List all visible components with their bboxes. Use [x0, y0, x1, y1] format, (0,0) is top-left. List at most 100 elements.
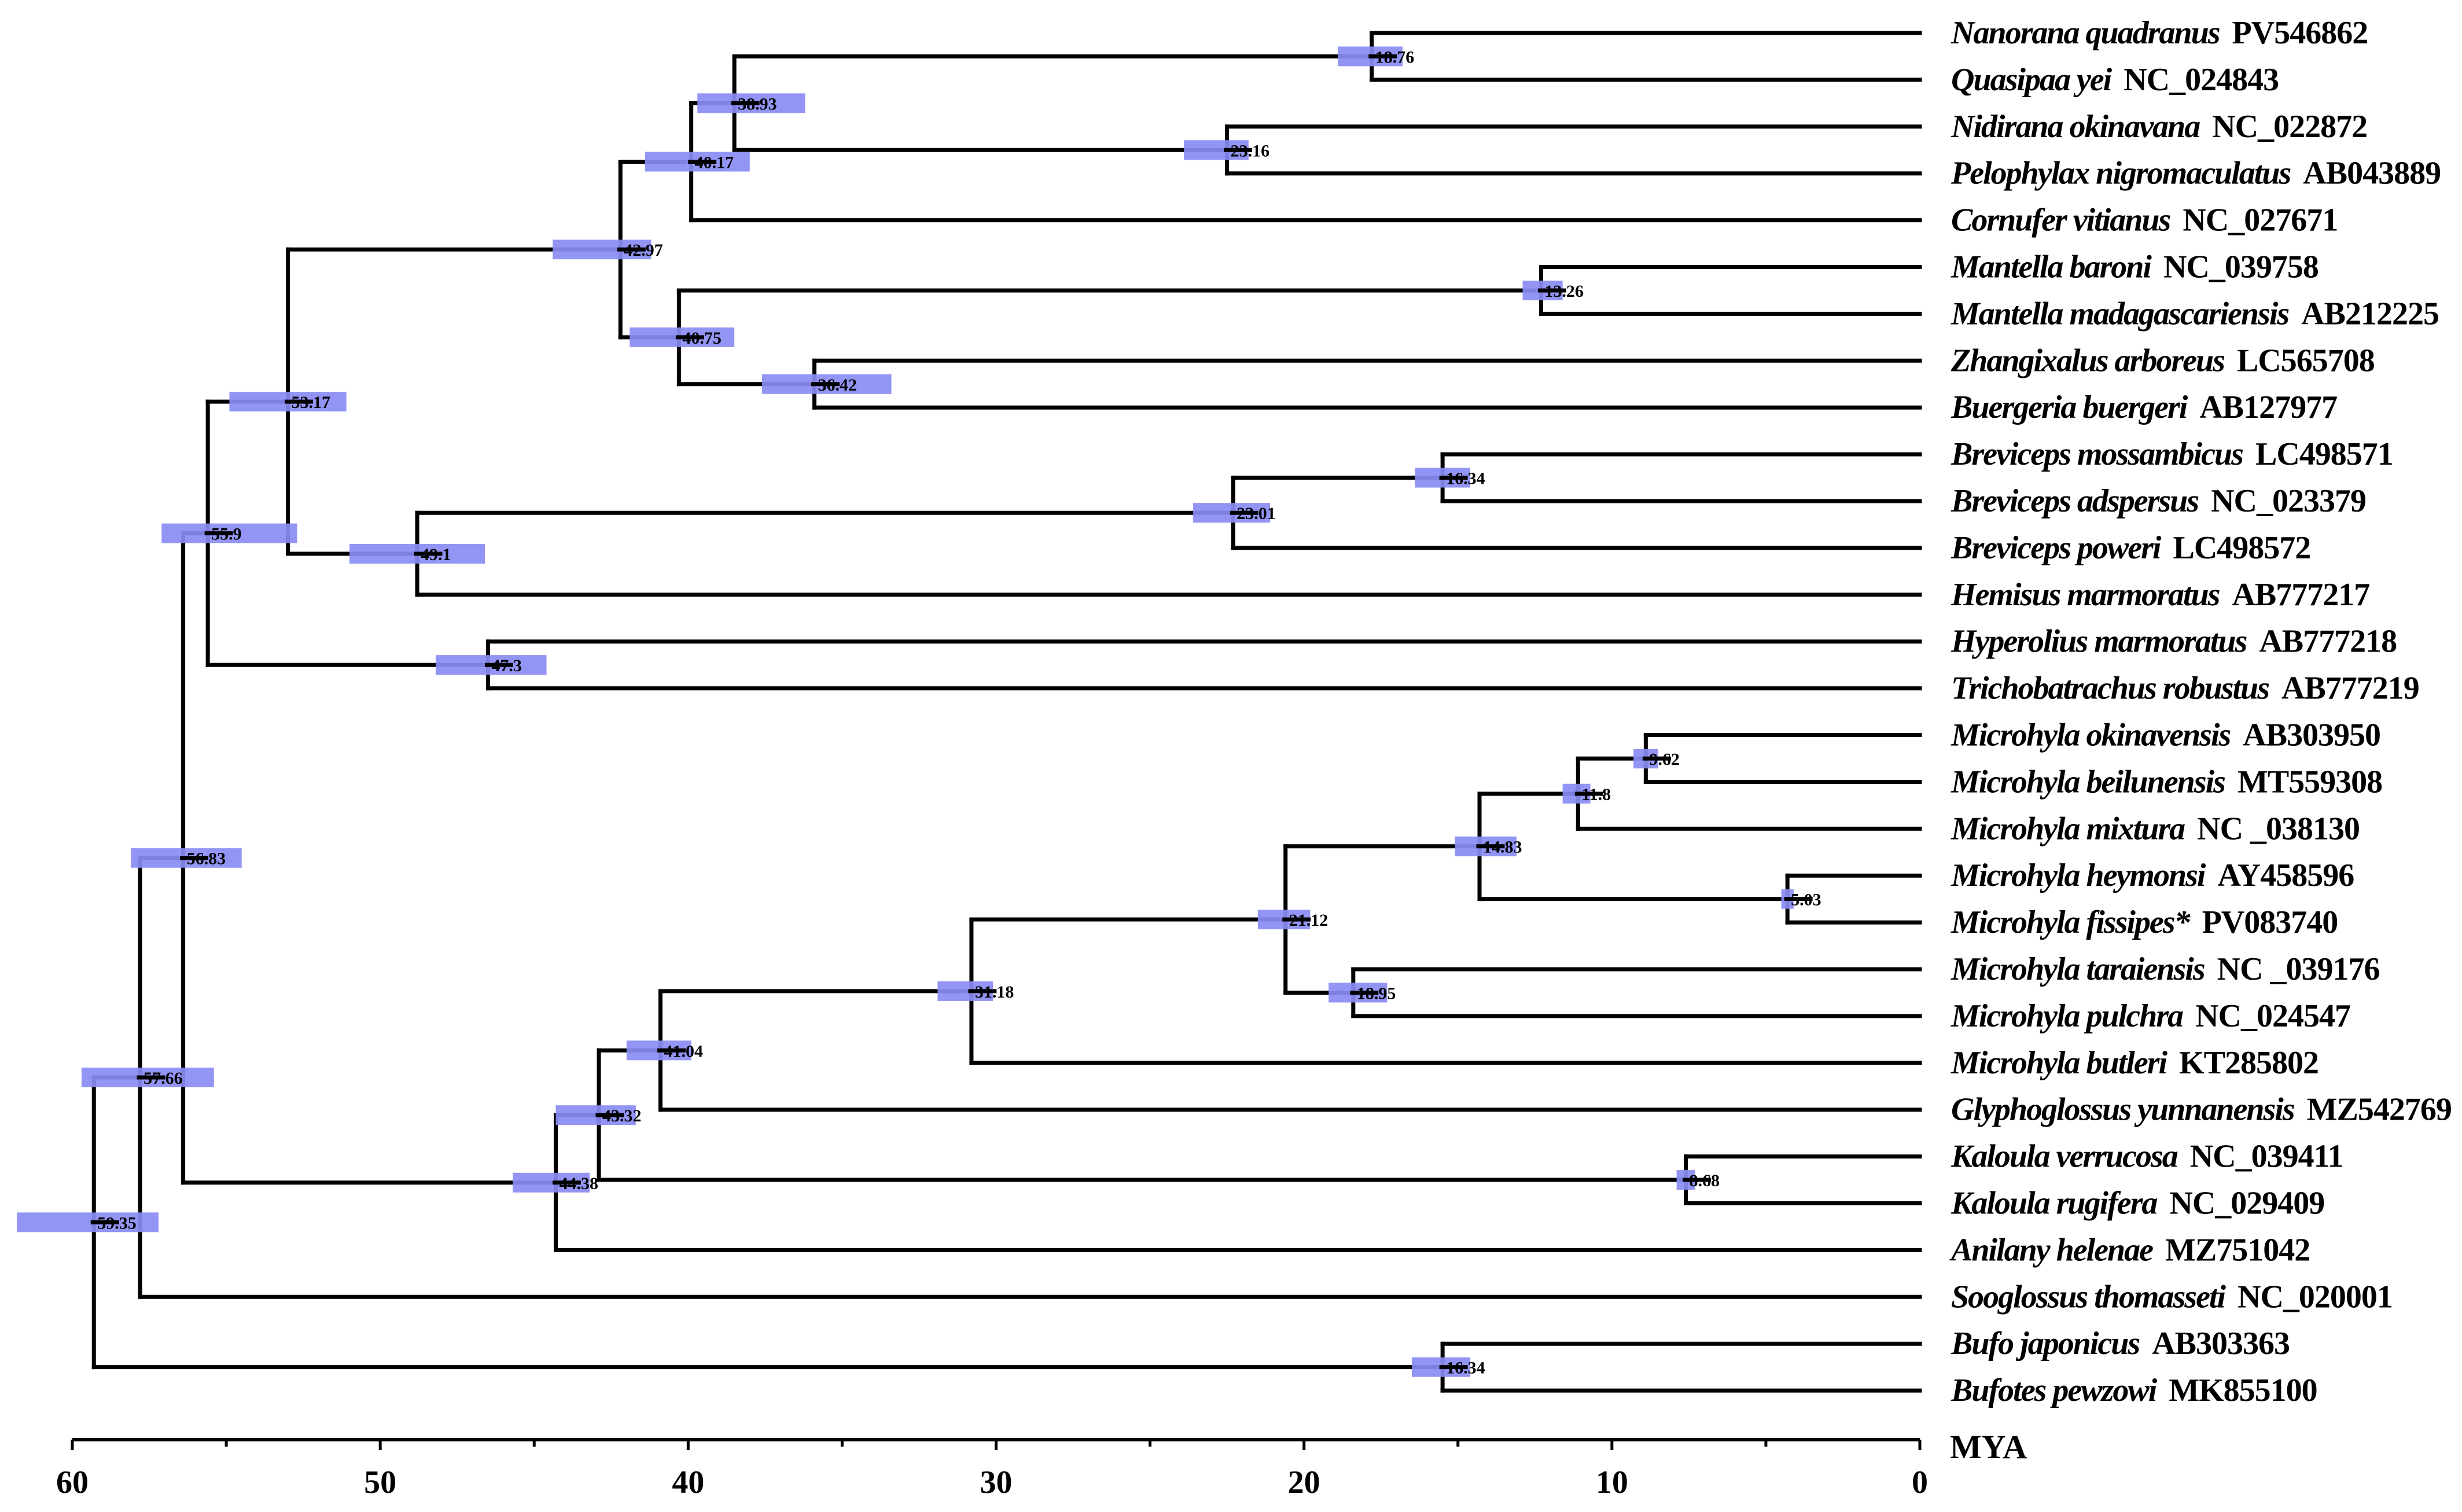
accession-number: AY458596 [2217, 858, 2354, 893]
tip-labels: Nanorana quadranus PV546862 Quasipaa yei NC… [1949, 15, 2452, 1408]
accession-number: NC_039411 [2190, 1139, 2343, 1175]
tip-label-t27: Anilany helenae MZ751042 [1949, 1232, 2310, 1268]
species-name: Microhyla butleri [1951, 1045, 2167, 1081]
species-name: Nidirana okinavana [1951, 109, 2200, 145]
tip-label-t4: Pelophylax nigromaculatus AB043889 [1951, 156, 2441, 192]
species-name: Bufotes pewzowi [1951, 1373, 2158, 1408]
node-age-label-n24: 43.32 [602, 1106, 642, 1125]
node-age-label-n28: 16.34 [1446, 1359, 1485, 1378]
axis-tick-label-10: 10 [1596, 1465, 1628, 1500]
node-age-label-n20: 21.12 [1289, 911, 1328, 930]
accession-number: MZ751042 [2165, 1232, 2310, 1268]
tip-label-t29: Bufo japonicus AB303363 [1951, 1326, 2290, 1362]
species-name: Breviceps adspersus [1951, 483, 2199, 519]
tip-label-t20: Microhyla fissipes* PV083740 [1951, 904, 2338, 940]
hpd-bars [17, 46, 1813, 1377]
accession-number: LC498571 [2255, 436, 2393, 472]
species-name: Mantella baroni [1951, 249, 2152, 285]
hpd-bar-n29 [17, 1212, 159, 1233]
species-name: Microhyla mixtura [1951, 811, 2185, 847]
node-age-label-n12: 53.17 [292, 393, 331, 412]
species-name: Sooglossus thomasseti [1951, 1279, 2226, 1315]
axis-tick-label-40: 40 [672, 1465, 704, 1500]
tip-label-t25: Kaloula verrucosa NC_039411 [1951, 1139, 2343, 1175]
node-age-label-n23: 8.68 [1690, 1171, 1720, 1190]
species-name: Hyperolius marmoratus [1951, 624, 2247, 660]
accession-number: NC _039176 [2217, 951, 2380, 987]
species-name: Trichobatrachus robustus [1951, 671, 2269, 707]
species-name: Hemisus marmoratus [1951, 577, 2220, 613]
accession-number: PV546862 [2232, 15, 2368, 51]
node-age-label-n16: 11.8 [1581, 785, 1611, 804]
species-name: Breviceps poweri [1951, 530, 2162, 566]
accession-number: NC_022872 [2212, 109, 2367, 145]
species-name: Buergeria buergeri [1951, 389, 2188, 425]
node-age-label-n26: 56.83 [187, 849, 226, 869]
tip-label-t12: Breviceps poweri LC498572 [1951, 530, 2310, 566]
node-age-label-n22: 41.04 [664, 1042, 703, 1061]
tip-label-t30: Bufotes pewzowi MK855100 [1951, 1373, 2317, 1408]
tip-label-t6: Mantella baroni NC_039758 [1951, 249, 2319, 285]
node-age-label-n2: 23.16 [1231, 141, 1270, 160]
tip-label-t18: Microhyla mixtura NC _038130 [1951, 811, 2360, 847]
tip-label-t15: Trichobatrachus robustus AB777219 [1951, 671, 2419, 707]
accession-number: AB212225 [2301, 296, 2439, 332]
node-age-label-n14: 55.9 [211, 525, 242, 544]
node-age-label-n19: 18.95 [1357, 984, 1396, 1003]
node-age-label-n27: 57.66 [143, 1069, 183, 1088]
accession-number: NC_029409 [2169, 1186, 2324, 1222]
species-name: Anilany helenae [1949, 1232, 2153, 1268]
tip-label-t22: Microhyla pulchra NC_024547 [1951, 998, 2350, 1034]
tip-label-t13: Hemisus marmoratus AB777217 [1951, 577, 2369, 613]
accession-number: PV083740 [2202, 904, 2338, 940]
node-age-label-n29: 59.35 [97, 1213, 137, 1233]
node-age-label-n4: 40.17 [695, 153, 734, 172]
tip-label-t3: Nidirana okinavana NC_022872 [1951, 109, 2367, 145]
axis-tick-label-20: 20 [1288, 1465, 1320, 1500]
tip-label-t24: Glyphoglossus yunnanensis MZ542769 [1951, 1092, 2452, 1128]
species-name: Glyphoglossus yunnanensis [1951, 1092, 2295, 1128]
accession-number: AB777219 [2281, 671, 2419, 707]
accession-number: NC_023379 [2211, 483, 2366, 519]
node-age-label-n17: 5.03 [1791, 891, 1821, 910]
node-age-labels: 18.76 23.16 38.93 40.17 13.26 36.42 40.75 42.97… [97, 47, 1821, 1377]
node-age-label-n21: 31.18 [975, 983, 1014, 1002]
tip-label-t23: Microhyla butleri KT285802 [1951, 1045, 2319, 1081]
axis-tick-label-0: 0 [1912, 1465, 1928, 1500]
tip-label-t7: Mantella madagascariensis AB212225 [1951, 296, 2439, 332]
node-age-label-n11: 49.1 [421, 545, 451, 564]
tip-label-t1: Nanorana quadranus PV546862 [1951, 15, 2368, 51]
node-age-label-n3: 38.93 [738, 94, 777, 113]
accession-number: AB043889 [2303, 156, 2441, 192]
species-name: Microhyla taraiensis [1951, 951, 2205, 987]
node-age-label-n5: 13.26 [1544, 282, 1584, 301]
accession-number: MK855100 [2169, 1373, 2317, 1408]
node-age-label-n15: 9.62 [1649, 750, 1680, 769]
tip-label-t2: Quasipaa yei NC_024843 [1951, 62, 2279, 98]
accession-number: NC_039758 [2163, 249, 2319, 285]
species-name: Microhyla fissipes* [1951, 904, 2191, 940]
accession-number: NC_024843 [2124, 62, 2279, 98]
node-age-label-n8: 42.97 [624, 241, 663, 260]
species-name: Pelophylax nigromaculatus [1951, 156, 2291, 192]
tip-label-t10: Breviceps mossambicus LC498571 [1951, 436, 2393, 472]
accession-number: NC_024547 [2195, 998, 2350, 1034]
axis-tick-label-30: 30 [980, 1465, 1013, 1500]
node-age-label-n9: 16.34 [1446, 469, 1485, 488]
axis-ticks: 60 50 40 30 20 10 0 [56, 1440, 1928, 1500]
accession-number: NC_027671 [2183, 203, 2338, 238]
tip-label-t5: Cornufer vitianus NC_027671 [1951, 203, 2338, 238]
node-age-label-n7: 40.75 [682, 329, 722, 348]
accession-number: MZ542769 [2307, 1092, 2452, 1128]
species-name: Kaloula rugifera [1951, 1186, 2157, 1222]
time-axis: 60 50 40 30 20 10 0 MYA [56, 1428, 2027, 1500]
accession-number: AB127977 [2199, 389, 2337, 425]
species-name: Kaloula verrucosa [1951, 1139, 2178, 1175]
accession-number: AB303363 [2152, 1326, 2290, 1362]
accession-number: NC_020001 [2237, 1279, 2393, 1315]
node-age-label-n6: 36.42 [818, 376, 858, 395]
node-age-label-n18: 14.83 [1483, 838, 1522, 857]
tip-label-t17: Microhyla beilunensis MT559308 [1951, 764, 2382, 800]
tip-label-t14: Hyperolius marmoratus AB777218 [1951, 624, 2397, 660]
species-name: Microhyla beilunensis [1951, 764, 2225, 800]
